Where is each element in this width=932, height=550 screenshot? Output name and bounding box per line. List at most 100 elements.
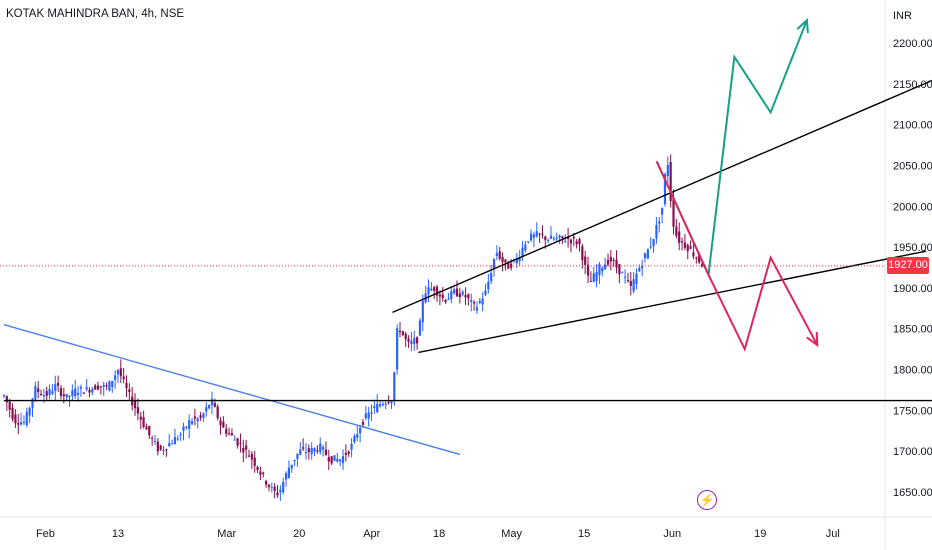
candle-body (498, 251, 501, 259)
candle-body (572, 236, 575, 239)
candle-body (270, 487, 273, 489)
candle-body (495, 253, 498, 256)
downtrend-line (3, 323, 461, 456)
candle-body (643, 253, 647, 259)
candle-body (14, 414, 17, 424)
candle-body (421, 300, 424, 323)
candle-body (170, 443, 174, 445)
candle-body (253, 457, 256, 466)
candle-body (555, 237, 558, 240)
x-tick-label: May (501, 528, 522, 540)
candle-body (410, 340, 413, 345)
candle-body (632, 279, 635, 292)
candle-body (510, 263, 513, 268)
candle-body (481, 298, 484, 305)
candle-body (378, 404, 382, 407)
candle-body (484, 290, 487, 295)
candle-body (114, 375, 117, 380)
candle-body (102, 384, 105, 387)
candle-body (598, 264, 601, 275)
x-tick-label: Apr (363, 528, 380, 540)
candle-body (125, 383, 128, 389)
candle-body (658, 221, 661, 224)
candle-body (359, 427, 362, 434)
candle-body (319, 443, 322, 453)
candle-body (111, 381, 114, 387)
candle-body (136, 407, 140, 414)
candle-body (324, 449, 328, 455)
candle-body (99, 386, 102, 388)
candle-body (293, 459, 296, 462)
candle-body (501, 256, 504, 263)
candle-body (601, 267, 604, 272)
candle-body (133, 400, 137, 409)
candle-body (398, 330, 402, 333)
time-axis: Feb 13 Mar 20 Apr 18 May 15 Jun 19 Jul (36, 528, 840, 540)
candle-body (698, 253, 701, 263)
candle-body (71, 390, 74, 396)
candle-body (108, 381, 111, 391)
candle-body (646, 249, 649, 259)
candle-body (341, 456, 345, 464)
candle-body (142, 417, 145, 427)
candle-body (532, 234, 536, 238)
candle-body (578, 238, 581, 245)
candle-body (621, 272, 624, 274)
candle-body (68, 395, 71, 398)
candle-body (37, 388, 40, 392)
candles (2, 154, 704, 501)
candle-body (25, 411, 28, 426)
candle-body (333, 455, 336, 462)
candle-body (339, 459, 342, 462)
candle-body (586, 264, 590, 276)
candle-body (17, 423, 20, 425)
candle-body (265, 481, 268, 485)
candle-body (544, 236, 547, 241)
candle-body (504, 259, 507, 263)
candle-body (122, 376, 125, 380)
candle-body (458, 293, 461, 298)
candle-body (581, 246, 584, 261)
candle-body (202, 413, 205, 419)
currency-label: INR (893, 10, 912, 22)
candle-body (367, 412, 370, 419)
candle-body (464, 295, 467, 298)
candle-body (216, 406, 219, 419)
candle-body (444, 300, 447, 303)
candle-body (279, 489, 282, 493)
y-tick-label: 2100.00 (893, 120, 932, 132)
candle-body (148, 426, 151, 436)
candle-body (190, 421, 194, 424)
candle-body (162, 449, 165, 451)
candle-body (413, 338, 416, 344)
candle-body (604, 264, 607, 270)
candle-body (65, 393, 68, 398)
candle-body (302, 447, 305, 449)
candle-body (39, 394, 43, 396)
candle-body (344, 452, 347, 455)
candle-body (290, 464, 293, 469)
candle-body (472, 301, 476, 304)
candle-body (521, 247, 524, 256)
candle-body (407, 338, 410, 342)
lightning-icon[interactable]: ⚡ (697, 490, 717, 510)
candle-body (384, 403, 387, 405)
candle-body (649, 246, 652, 248)
candle-body (76, 392, 80, 395)
y-tick-label: 1700.00 (893, 446, 932, 458)
candle-body (535, 231, 538, 237)
candle-body (213, 402, 216, 407)
candle-body (438, 294, 441, 297)
candle-body (370, 412, 373, 414)
candle-body (680, 241, 684, 243)
candle-body (262, 472, 265, 475)
candle-body (116, 370, 120, 375)
candle-body (487, 281, 490, 290)
candle-body (199, 415, 202, 418)
candle-body (256, 466, 259, 470)
y-tick-label: 1950.00 (893, 242, 932, 254)
candle-body (250, 453, 253, 460)
candle-body (564, 240, 567, 242)
candle-body (276, 492, 279, 496)
